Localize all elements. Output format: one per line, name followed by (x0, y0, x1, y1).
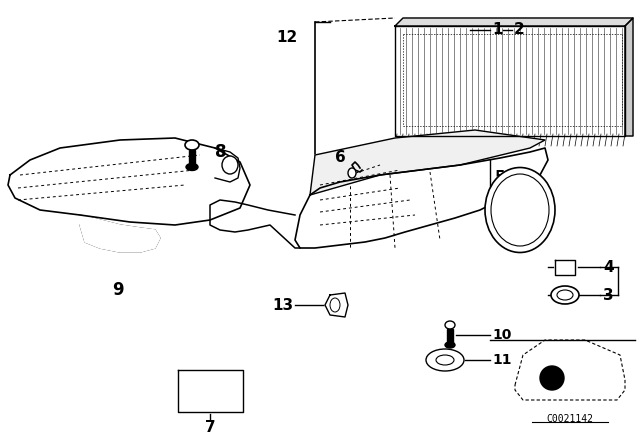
Polygon shape (178, 370, 243, 412)
Ellipse shape (436, 355, 454, 365)
Polygon shape (447, 329, 453, 345)
Text: 10: 10 (492, 328, 511, 342)
Polygon shape (440, 346, 450, 374)
Polygon shape (8, 138, 250, 225)
Polygon shape (189, 150, 195, 167)
Text: 6: 6 (335, 151, 346, 165)
Polygon shape (325, 293, 348, 317)
Ellipse shape (557, 290, 573, 300)
Text: 7: 7 (205, 419, 215, 435)
Text: 3: 3 (603, 288, 614, 302)
Ellipse shape (330, 298, 340, 312)
Polygon shape (625, 18, 633, 136)
Polygon shape (80, 215, 160, 252)
Polygon shape (295, 148, 548, 248)
Text: 9: 9 (112, 281, 124, 299)
Polygon shape (210, 200, 300, 248)
Text: 13: 13 (272, 297, 293, 313)
Text: 11: 11 (492, 353, 511, 367)
Ellipse shape (485, 168, 555, 253)
Text: 8: 8 (215, 143, 227, 161)
Ellipse shape (426, 349, 464, 371)
Ellipse shape (222, 156, 238, 174)
Polygon shape (310, 130, 545, 195)
Polygon shape (405, 18, 630, 30)
Ellipse shape (491, 174, 549, 246)
Text: C0021142: C0021142 (547, 414, 593, 424)
Ellipse shape (445, 321, 455, 329)
Polygon shape (395, 18, 633, 26)
Ellipse shape (348, 168, 356, 178)
Text: 2: 2 (514, 22, 525, 38)
Text: 5: 5 (495, 171, 506, 185)
Ellipse shape (186, 164, 198, 171)
Text: 4: 4 (603, 259, 614, 275)
Circle shape (540, 366, 564, 390)
Text: 12: 12 (276, 30, 298, 46)
Polygon shape (395, 26, 625, 136)
Ellipse shape (551, 286, 579, 304)
Ellipse shape (185, 140, 199, 150)
Ellipse shape (445, 342, 455, 348)
Polygon shape (555, 260, 575, 275)
Text: 1: 1 (492, 22, 502, 38)
